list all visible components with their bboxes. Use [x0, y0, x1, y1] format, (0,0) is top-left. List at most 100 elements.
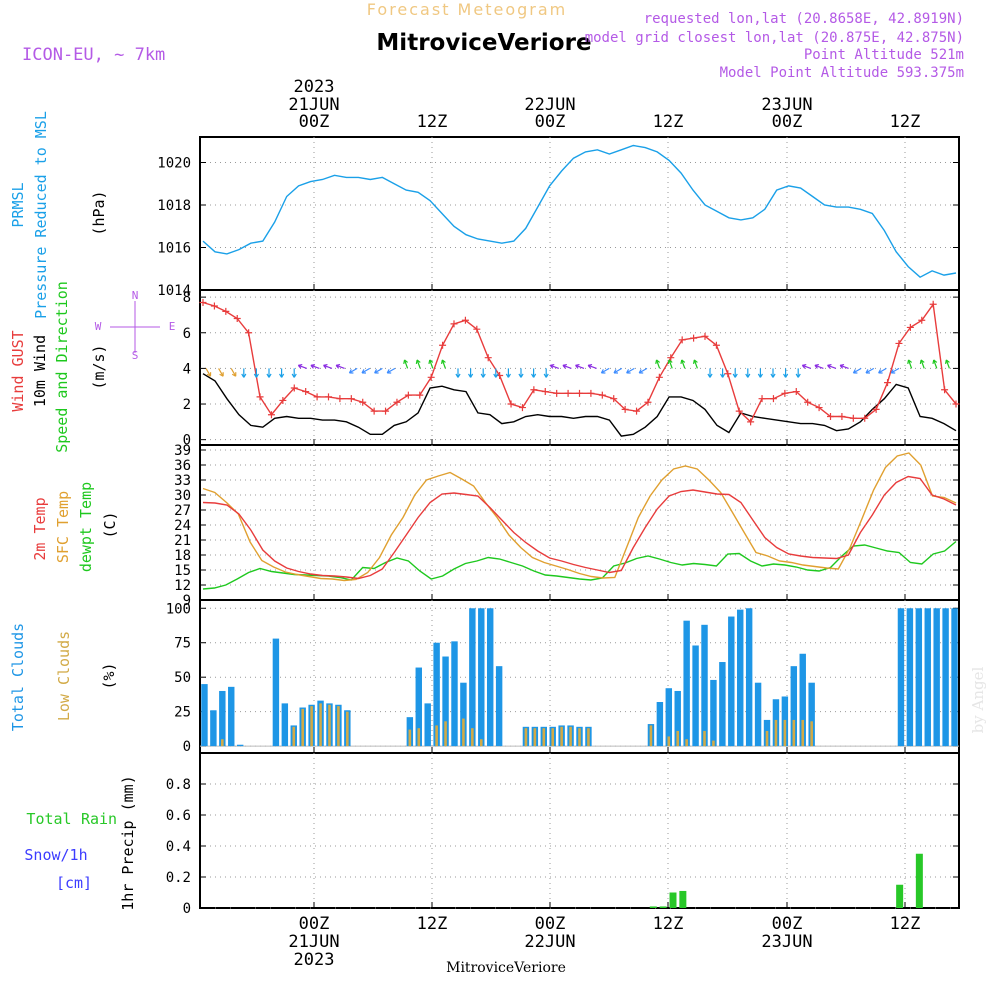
wind-direction-arrow [562, 364, 572, 369]
low-cloud-bar [685, 739, 688, 747]
pressure-msl-label: Pressure Reduced to MSL [32, 111, 50, 319]
clouds-ytick-label: 25 [174, 705, 191, 721]
wind-direction-arrow [890, 367, 900, 374]
wind-direction-arrow [218, 368, 224, 377]
wind-gust-marker [336, 395, 344, 403]
total-cloud-bar [415, 667, 422, 747]
total-cloud-bar [272, 638, 280, 747]
wind-gust-marker [918, 316, 926, 324]
temperature-ytick-label: 39 [174, 443, 191, 459]
low-cloud-bar [649, 725, 653, 747]
wind-direction-arrowhead [468, 373, 474, 378]
wind-gust-marker [347, 395, 355, 403]
wind-gust-marker [941, 386, 949, 394]
pressure-panel-labels: PRMSL Pressure Reduced to MSL (hPa) [9, 111, 108, 319]
wind-direction-compass: N S W E [95, 289, 176, 362]
forecast-title: Forecast Meteogram [367, 0, 567, 19]
wind-direction-arrowhead [878, 369, 883, 374]
total-cloud-bar [951, 608, 958, 747]
wind-direction-arrow [230, 368, 237, 377]
low-cloud-bar [462, 718, 465, 747]
temp-unit-label: (C) [101, 511, 119, 538]
precip-ytick-label: 0 [183, 901, 191, 917]
bottom-hour-label: 12Z [653, 914, 684, 934]
wind-direction-arrowhead [692, 359, 698, 364]
top-hour-label: 12Z [890, 112, 921, 132]
wind-direction-arrow [349, 367, 358, 374]
low-cloud-bar [310, 706, 313, 747]
clouds-ytick-label: 50 [174, 670, 191, 686]
low-cloud-bar [712, 740, 715, 747]
total-cloud-bar [737, 609, 744, 747]
wind-gust-marker [781, 389, 789, 397]
temperature-ytick-label: 12 [174, 578, 191, 594]
wind-direction-arrow [655, 359, 661, 369]
wind-gust-marker [849, 414, 857, 422]
wind-direction-arrowhead [944, 359, 950, 364]
temperature-ytick-label: 36 [174, 458, 191, 474]
top-hour-label: 12Z [417, 112, 448, 132]
compass-west-label: W [95, 320, 102, 333]
wind-panel: 0 2 4 6 8 [183, 289, 960, 449]
low-cloud-bar [346, 711, 349, 747]
wind-gust-marker [792, 388, 800, 396]
total-cloud-bar [656, 702, 664, 747]
wind-direction-arrow [865, 367, 875, 374]
bottom-date-label: 23JUN [761, 932, 812, 952]
total-cloud-bar [897, 608, 905, 747]
bottom-hour-label: 12Z [890, 914, 921, 934]
wind-direction-arrow [587, 364, 597, 369]
wind-direction-arrowhead [795, 373, 801, 378]
total-cloud-bar [790, 666, 798, 747]
wind-direction-arrowhead [266, 373, 272, 378]
low-cloud-bar [444, 721, 447, 747]
wind-direction-arrowhead [667, 359, 673, 364]
top-hour-label: 12Z [653, 112, 684, 132]
rain-bar [669, 892, 677, 908]
wind-direction-arrow [403, 359, 409, 369]
low-cloud-bar [328, 704, 331, 747]
wind-unit-label: (m/s) [90, 344, 108, 389]
low-cloud-bar [569, 726, 572, 747]
wind-direction-arrow [205, 368, 212, 377]
wind-direction-arrow [361, 367, 371, 374]
pressure-ytick-label: 1020 [157, 156, 191, 172]
pressure-unit-label: (hPa) [90, 190, 108, 235]
wind-gust-marker [553, 389, 561, 397]
wind-gust-marker [587, 389, 595, 397]
low-cloud-bar [774, 719, 778, 747]
top-hour-label: 00Z [772, 112, 803, 132]
wind-speed-direction-label: Speed and Direction [53, 281, 71, 453]
wind-direction-arrowhead [297, 363, 303, 369]
total-cloud-bar [201, 684, 208, 747]
total-cloud-bar [933, 608, 940, 747]
low-cloud-bar [301, 708, 304, 747]
wind-direction-arrowhead [655, 359, 661, 364]
wind-gust-marker [633, 407, 641, 415]
clouds-ytick-label: 100 [166, 601, 191, 617]
total-cloud-bar [228, 686, 235, 747]
top-date-label: 23JUN [761, 95, 812, 115]
total-cloud-bar [219, 690, 226, 747]
total-cloud-bar [210, 710, 217, 747]
wind-direction-arrowhead [549, 363, 555, 369]
wind-gust-marker [724, 370, 732, 378]
pressure-ytick-label: 1018 [157, 198, 191, 214]
low-cloud-bar [542, 728, 546, 747]
low-cloud-bar [479, 739, 483, 747]
wind-direction-arrowhead [253, 373, 259, 378]
clouds-panel-labels: Total Clouds Low Clouds (%) [9, 623, 118, 731]
compass-east-label: E [169, 320, 176, 333]
total-cloud-bar [728, 616, 735, 747]
wind-gust-marker [370, 407, 378, 415]
wind-direction-arrowhead [231, 372, 237, 377]
wind-direction-arrowhead [493, 373, 499, 378]
total-cloud-bar [942, 608, 949, 747]
precip-panel: 0 0.2 0.4 0.6 0.8 [166, 752, 960, 917]
precip-frame [199, 752, 960, 909]
top-time-axis: 2023 21JUN 00Z 12Z 22JUN 00Z 12Z 23JUN 0… [288, 77, 920, 132]
wind-direction-arrow [298, 364, 308, 369]
wind-direction-arrowhead [335, 363, 341, 369]
